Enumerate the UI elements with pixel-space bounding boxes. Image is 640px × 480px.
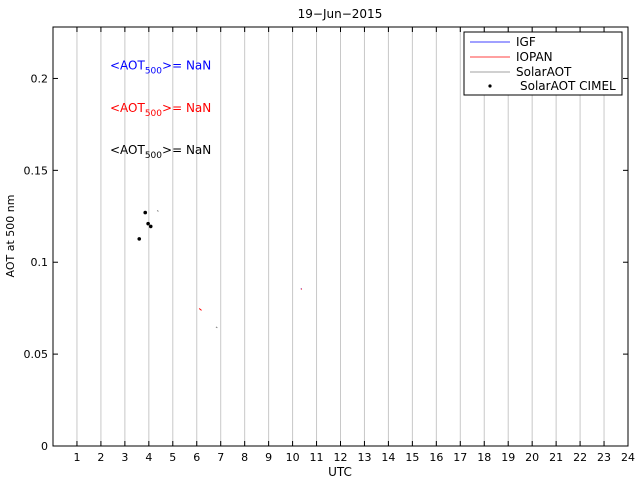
x-tick-label: 1: [73, 451, 80, 464]
x-tick-label: 23: [597, 451, 611, 464]
aot-annotation: <AOT500>= NaN: [110, 143, 211, 161]
y-tick-label: 0.2: [31, 72, 49, 85]
x-tick-label: 19: [501, 451, 515, 464]
y-axis: 0 0.05 0.1 0.15 0.2: [24, 72, 628, 453]
annotations: <AOT500>= NaN <AOT500>= NaN <AOT500>= NaN: [110, 59, 211, 162]
x-tick-label: 16: [429, 451, 443, 464]
data-point: [137, 237, 142, 241]
y-tick-label: 0.1: [31, 256, 49, 269]
plot-area: [137, 210, 303, 329]
x-tick-label: 8: [241, 451, 248, 464]
x-tick-label: 3: [121, 451, 128, 464]
series-iopan: [198, 288, 303, 311]
x-tick-label: 9: [265, 451, 272, 464]
chart-title: 19−Jun−2015: [298, 7, 383, 21]
series-segment: [215, 326, 218, 329]
x-tick-label: 20: [525, 451, 539, 464]
legend: IGF IOPAN SolarAOT SolarAOT CIMEL: [463, 31, 623, 96]
series-segment: [156, 210, 159, 212]
data-point: [143, 210, 148, 215]
x-tick-label: 11: [310, 451, 324, 464]
x-tick-label: 14: [381, 451, 395, 464]
legend-label-cimel: SolarAOT CIMEL: [520, 79, 616, 93]
data-point: [148, 224, 153, 229]
x-tick-label: 12: [334, 451, 348, 464]
y-axis-label: AOT at 500 nm: [4, 195, 17, 278]
x-tick-label: 6: [193, 451, 200, 464]
legend-label-iopan: IOPAN: [516, 50, 553, 64]
x-tick-label: 22: [573, 451, 587, 464]
aot-annotation: <AOT500>= NaN: [110, 101, 211, 119]
y-tick-label: 0: [41, 440, 48, 453]
x-tick-label: 13: [357, 451, 371, 464]
x-tick-label: 24: [621, 451, 635, 464]
legend-label-solaraot: SolarAOT: [516, 65, 572, 79]
x-axis: 1 2 3 4 5 6 7 8 9 10 11 12 13 14 15 16 17 18 19 20 21 22 23 24: [73, 27, 635, 464]
legend-swatch-cimel: [488, 84, 492, 88]
aot-annotation: <AOT500>= NaN: [110, 59, 211, 77]
series-solaraot-cimel: [137, 210, 153, 241]
x-tick-label: 18: [477, 451, 491, 464]
grid: [76, 27, 605, 446]
y-tick-label: 0.05: [24, 348, 49, 361]
x-tick-label: 17: [453, 451, 467, 464]
x-tick-label: 2: [97, 451, 104, 464]
series-solaraot: [156, 210, 218, 329]
data-point: [146, 221, 150, 226]
x-axis-label: UTC: [328, 465, 352, 479]
x-tick-label: 21: [549, 451, 563, 464]
x-tick-label: 4: [145, 451, 152, 464]
x-tick-label: 7: [217, 451, 224, 464]
x-tick-label: 10: [286, 451, 300, 464]
x-tick-label: 15: [405, 451, 419, 464]
x-tick-label: 5: [169, 451, 176, 464]
y-tick-label: 0.15: [24, 164, 49, 177]
legend-label-igf: IGF: [516, 35, 536, 49]
series-segment: [198, 308, 202, 311]
